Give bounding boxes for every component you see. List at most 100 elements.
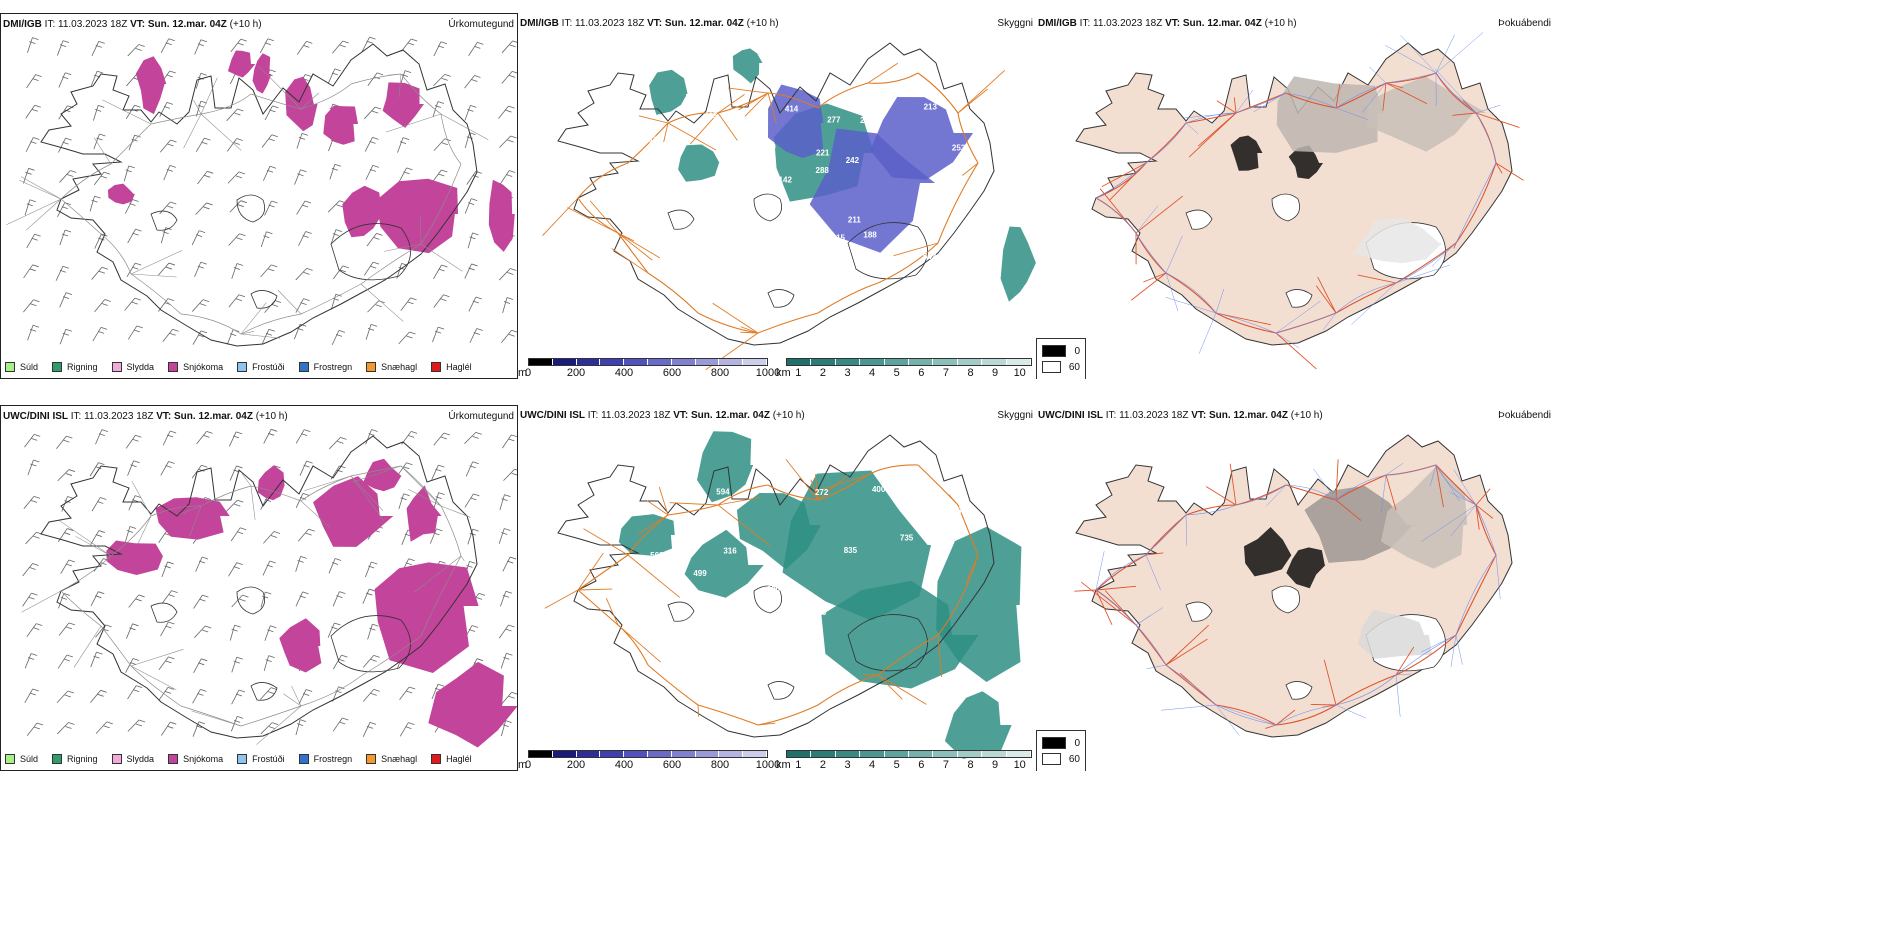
scale-bin	[529, 359, 553, 365]
glacier-outline	[150, 210, 178, 231]
wind-barb	[464, 198, 478, 214]
road	[1310, 704, 1337, 706]
road	[1253, 92, 1287, 113]
scale-tick-label: 3	[844, 367, 851, 379]
road	[6, 198, 62, 225]
wind-barb	[24, 688, 39, 704]
road	[460, 555, 465, 561]
road	[740, 326, 759, 334]
road	[1475, 488, 1491, 506]
road	[130, 250, 183, 275]
legend-swatch	[5, 362, 15, 372]
wind-barb	[295, 267, 313, 281]
road	[544, 589, 579, 609]
legend-swatch	[298, 362, 309, 372]
wind-barb	[225, 499, 244, 512]
panel-variable-label: Þokuábendi	[1498, 410, 1551, 421]
wind-barb	[330, 229, 343, 245]
road	[817, 474, 848, 501]
road	[627, 554, 680, 598]
road	[717, 504, 770, 546]
road	[767, 92, 777, 123]
visibility-value-label: 220	[763, 142, 777, 151]
road	[1430, 464, 1437, 487]
wind-barb	[469, 328, 483, 344]
road	[130, 665, 182, 707]
road	[130, 273, 182, 315]
glacier-outline	[767, 289, 795, 308]
snow-area	[106, 540, 163, 575]
visibility-map: 521 735 272 400 800 594 547 835 562 499 831 316 456 9…	[544, 431, 1022, 759]
wind-barb	[298, 231, 312, 247]
scale-bin	[529, 751, 553, 757]
visibility-value-label: 145	[753, 241, 767, 250]
wind-barb	[333, 654, 348, 670]
road	[100, 233, 132, 275]
road	[1095, 554, 1147, 591]
legend-swatch	[431, 754, 442, 764]
road	[605, 598, 619, 626]
road	[1145, 554, 1161, 591]
wind-barb	[56, 40, 70, 56]
wind-barb	[399, 722, 415, 737]
wind-barb	[295, 429, 311, 444]
road	[200, 113, 242, 151]
wind-barb	[193, 594, 209, 609]
panel-title: DMI/IGB IT: 11.03.2023 18Z VT: Sun. 12.m…	[520, 18, 779, 29]
wind-barb	[432, 326, 445, 343]
road	[1165, 272, 1217, 314]
wind-barb	[295, 556, 307, 572]
road	[1185, 122, 1199, 134]
visibility-value-label: 211	[848, 216, 861, 225]
road	[957, 112, 979, 164]
road	[150, 113, 202, 125]
visibility-value-label: 288	[816, 166, 830, 175]
wind-barb	[263, 428, 278, 444]
road	[617, 624, 661, 663]
wind-barb	[191, 230, 206, 246]
legend-label: Haglél	[446, 754, 472, 764]
wind-barb	[260, 722, 279, 735]
road	[60, 163, 112, 200]
scale-bin	[933, 751, 958, 757]
visibility-value-label: 221	[816, 149, 830, 158]
visibility-value-label: 456	[813, 608, 827, 617]
scale-tick-label: 6	[918, 759, 925, 771]
scale-km: km 1 2 3 4 5 6 7 8 9 10	[776, 358, 1032, 379]
wind-barb	[126, 262, 142, 278]
wind-barb	[90, 689, 107, 703]
glacier-outline	[250, 290, 278, 309]
road	[291, 686, 302, 707]
wind-barb	[94, 233, 108, 249]
wind-barb	[230, 38, 247, 52]
glacier-outline	[1285, 289, 1313, 308]
visibility-value-label: 186	[642, 163, 656, 172]
road	[300, 500, 330, 528]
road	[817, 282, 879, 314]
road	[1335, 704, 1366, 719]
roads-layer	[21, 465, 471, 745]
wind-barb	[95, 429, 109, 445]
road	[250, 93, 302, 110]
legend-label: Súld	[20, 754, 39, 764]
wind-barb	[400, 38, 418, 52]
road	[948, 494, 959, 506]
road	[1431, 242, 1457, 267]
scale-bar	[528, 358, 768, 366]
wind-barb	[367, 72, 384, 87]
scale-unit: m	[518, 759, 528, 771]
road	[627, 514, 669, 556]
road	[1434, 68, 1477, 114]
scale-bin	[671, 359, 696, 365]
wind-barb	[159, 201, 177, 215]
wind-barb	[158, 656, 175, 670]
road	[240, 313, 302, 335]
road	[1109, 162, 1147, 200]
road	[697, 312, 759, 334]
legend-swatch	[431, 362, 442, 372]
wind-barb	[23, 299, 40, 313]
precip-legend-item: Frostúði	[237, 754, 285, 764]
panel-title: UWC/DINI ISL IT: 11.03.2023 18Z VT: Sun.…	[520, 410, 805, 421]
glacier-outline	[1185, 601, 1213, 622]
road	[627, 122, 669, 164]
